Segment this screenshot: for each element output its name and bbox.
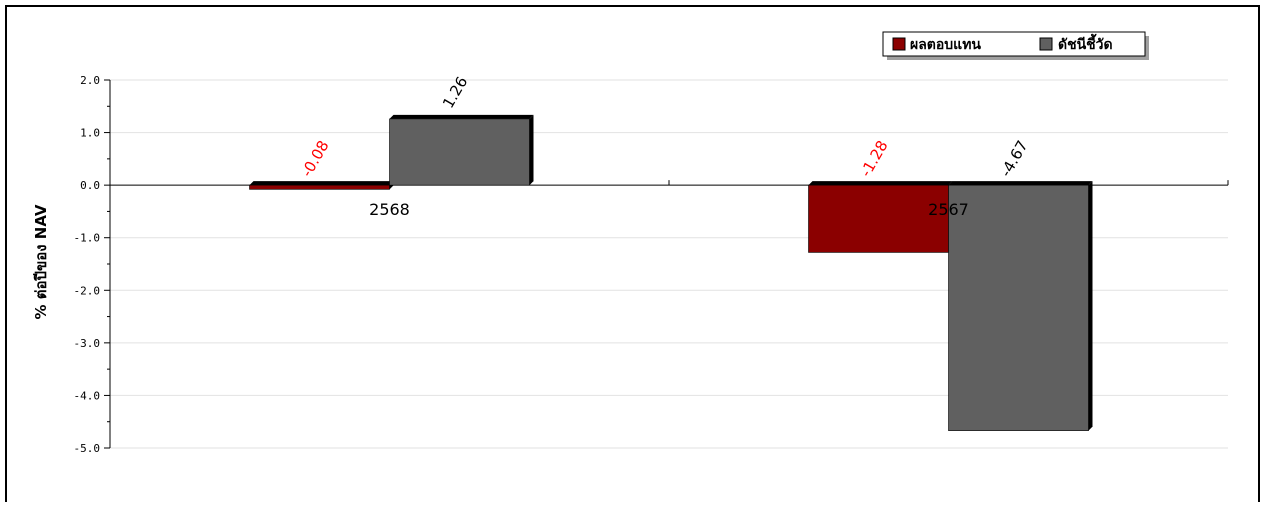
- y-tick-label: -2.0: [74, 284, 101, 297]
- bar-top: [389, 114, 534, 119]
- bar-top: [808, 181, 953, 186]
- legend-swatch-benchmark: [1039, 37, 1053, 51]
- bar: [389, 118, 530, 186]
- x-tick-label: 2567: [928, 200, 969, 219]
- chart-frame: [5, 5, 1260, 502]
- bar-value-label: 1.26: [439, 73, 471, 111]
- bar-side: [529, 114, 534, 186]
- y-tick-label: 0.0: [80, 179, 100, 192]
- bar-layer: [249, 114, 1093, 431]
- y-tick-label: -4.0: [74, 389, 101, 402]
- bar: [249, 184, 390, 190]
- legend-label-returns: ผลตอบแทน: [910, 37, 981, 53]
- grid-layer: [110, 79, 1228, 449]
- y-tick-label: 2.0: [80, 74, 100, 87]
- y-axis-label: % ต่อปีของ NAV: [32, 204, 50, 319]
- x-tick-label: 2568: [369, 200, 410, 219]
- bar-top: [948, 181, 1093, 186]
- y-tick-label: 1.0: [80, 127, 100, 140]
- y-tick-label: -1.0: [74, 232, 101, 245]
- bar-value-label: -4.67: [997, 137, 1032, 180]
- legend: ผลตอบแทน ดัชนีชี้วัด: [882, 31, 1149, 60]
- y-tick-label: -3.0: [74, 337, 101, 350]
- legend-box: [882, 31, 1146, 57]
- bar-side: [1088, 181, 1093, 431]
- y-tick-label: -5.0: [74, 442, 101, 455]
- bar-top: [249, 181, 394, 186]
- bar: [948, 184, 1089, 431]
- bar-value-label: -1.28: [857, 137, 892, 180]
- legend-label-benchmark: ดัชนีชี้วัด: [1058, 33, 1113, 53]
- bar: [808, 184, 949, 253]
- legend-swatch-returns: [892, 37, 906, 51]
- bar-value-label: -0.08: [298, 137, 333, 180]
